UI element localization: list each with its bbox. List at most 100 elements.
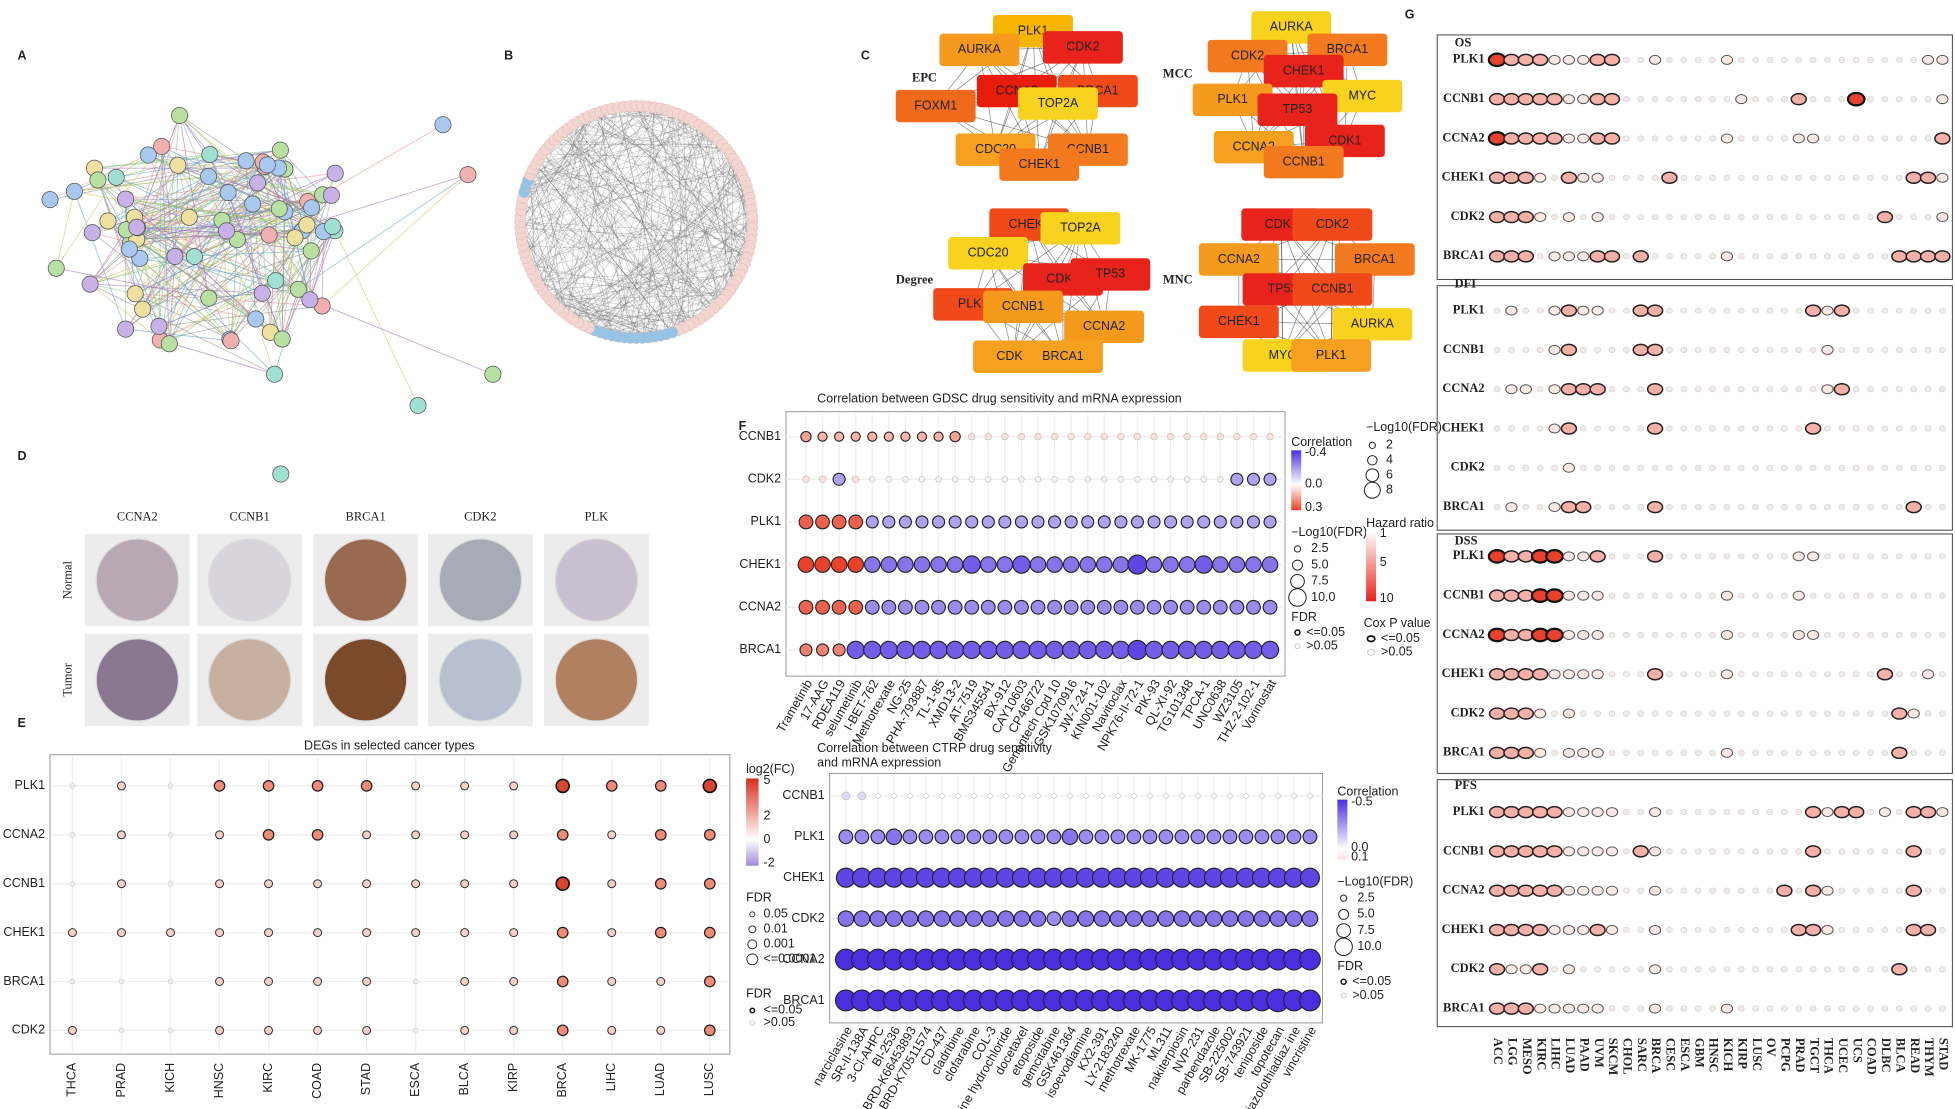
bubble (116, 781, 126, 791)
bubble (1896, 56, 1903, 63)
hub-node (1292, 273, 1373, 306)
x-label: CHOL (1621, 1038, 1635, 1075)
bubble (1852, 504, 1860, 511)
edge (636, 107, 655, 339)
node (301, 291, 319, 309)
edge (729, 158, 734, 291)
bubble (1195, 793, 1201, 799)
edge (130, 164, 268, 244)
bubble (1608, 214, 1616, 221)
bubble (1919, 171, 1937, 185)
edge (522, 115, 590, 247)
bubble (1795, 425, 1803, 432)
edge (521, 106, 625, 205)
bubble (1824, 425, 1831, 432)
panel-title: DEGs in selected cancer types (304, 738, 474, 752)
edge (524, 139, 719, 253)
bubble (912, 640, 932, 660)
bubble (1737, 592, 1745, 599)
bubble (1254, 829, 1270, 845)
bubble (1150, 476, 1158, 483)
node (326, 164, 344, 182)
bubble (1237, 910, 1255, 927)
bubble (1852, 425, 1860, 432)
bubble (1737, 56, 1745, 63)
edge (671, 163, 738, 333)
bubble (1133, 432, 1142, 441)
edge (524, 174, 743, 193)
edge (532, 169, 613, 336)
bubble (1809, 749, 1817, 756)
edge (538, 185, 747, 286)
bubble (1488, 250, 1506, 263)
bubble (1821, 305, 1834, 316)
bubble (1503, 53, 1520, 67)
edge (520, 113, 595, 223)
bubble (1694, 631, 1702, 639)
hub-label: TOP2A (1038, 96, 1079, 110)
bubble (1145, 556, 1163, 573)
bubble (947, 599, 963, 615)
bubble (1200, 432, 1208, 441)
bubble (1666, 386, 1673, 393)
bubble (262, 828, 275, 841)
bubble (1752, 464, 1759, 471)
bubble (1709, 592, 1716, 599)
edge (524, 109, 667, 253)
bubble (411, 928, 421, 938)
bubble (1924, 504, 1932, 511)
bubble (1551, 464, 1558, 471)
bubble (362, 830, 372, 840)
x-label: BRCA (555, 1062, 569, 1097)
bubble (1200, 476, 1207, 483)
legend-bubble (747, 939, 758, 950)
bubble (1833, 382, 1851, 396)
edge (160, 339, 275, 375)
bubble (971, 793, 977, 799)
bubble (1792, 551, 1805, 562)
edge (648, 139, 719, 338)
bubble (1562, 669, 1576, 680)
colorbar (1337, 799, 1348, 860)
bubble (1680, 848, 1688, 855)
bubble (1905, 250, 1922, 263)
bubble (915, 515, 929, 529)
bubble (1493, 307, 1501, 314)
bubble (1694, 135, 1702, 142)
bubble (1179, 793, 1185, 799)
bubble (1562, 54, 1576, 65)
bubble (1212, 556, 1229, 573)
bubble (880, 556, 898, 573)
bubble (1591, 172, 1604, 183)
edge (542, 153, 564, 313)
legend-bubble (1290, 573, 1305, 589)
x-label: BLCA (457, 1062, 471, 1095)
bubble (509, 1025, 519, 1035)
edge (583, 118, 752, 205)
bubble (1503, 1002, 1520, 1015)
bubble (833, 431, 845, 442)
bubble (362, 977, 372, 986)
bubble (1623, 96, 1630, 103)
y-label: CDK2 (12, 1023, 45, 1037)
bubble (1648, 964, 1662, 975)
edge (542, 153, 695, 323)
bubble (656, 1025, 666, 1035)
bubble (1648, 885, 1662, 896)
row-label: Tumor (61, 662, 75, 696)
bubble (1737, 809, 1745, 816)
bubble (1517, 171, 1535, 185)
bubble (1939, 307, 1946, 314)
legend-item: 8 (1386, 483, 1393, 497)
edge (709, 131, 734, 286)
edge (89, 283, 275, 375)
bubble (1503, 805, 1520, 819)
node (289, 280, 307, 298)
bubble (864, 599, 880, 615)
bubble (1752, 553, 1759, 560)
x-label: KICH (1721, 1038, 1735, 1072)
bubble (1766, 307, 1774, 314)
bubble (1878, 807, 1892, 818)
panel-e-frame (49, 754, 731, 1055)
bubble (1723, 346, 1731, 353)
